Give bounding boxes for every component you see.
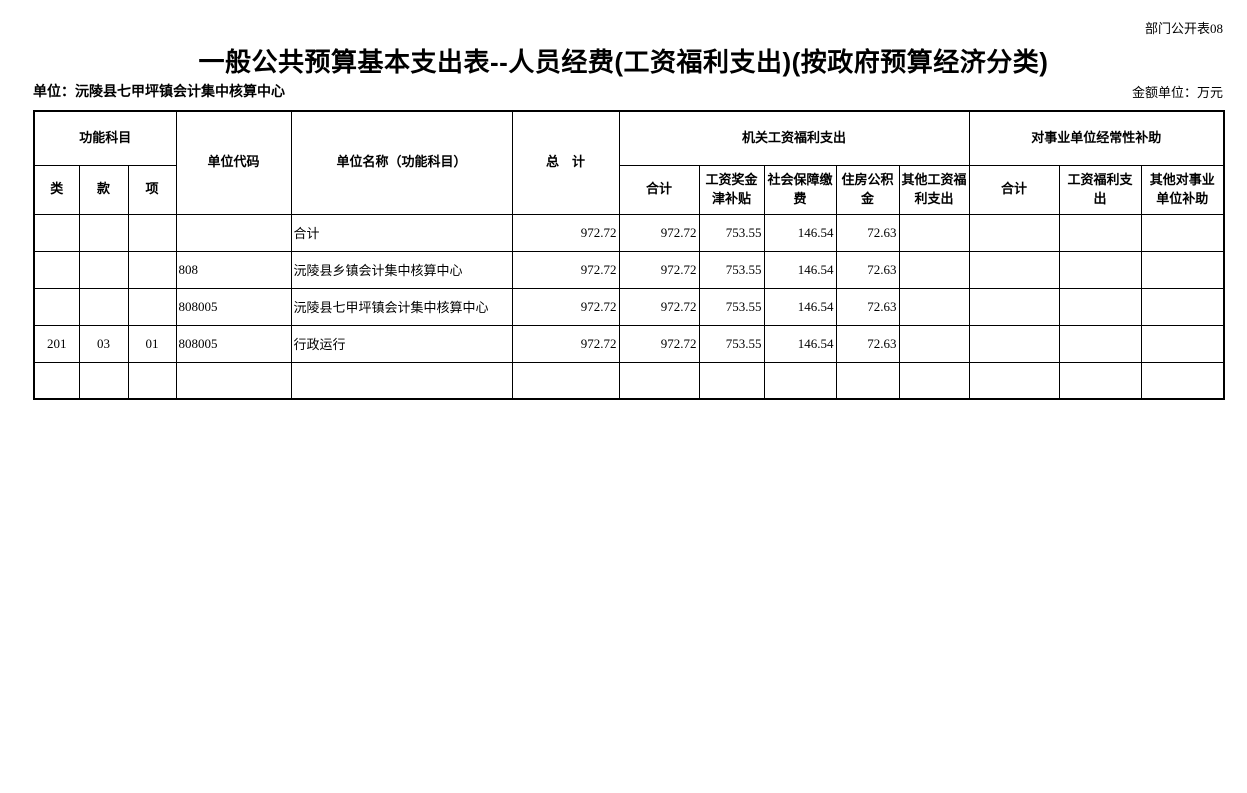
cell-item bbox=[127, 287, 177, 326]
cell-grand-total: 972.72 bbox=[511, 324, 620, 363]
table-row: 808005 沅陵县七甲坪镇会计集中核算中心 972.72 972.72 753… bbox=[33, 287, 1225, 326]
header-grand-total: 总 计 bbox=[511, 110, 620, 215]
cell-housing-fund: 72.63 bbox=[835, 213, 900, 252]
cell-other-wage bbox=[898, 324, 970, 363]
table-row bbox=[33, 361, 1225, 400]
cell-inst-wage bbox=[1058, 361, 1142, 400]
cell-inst-total bbox=[968, 213, 1060, 252]
cell-org-total bbox=[618, 361, 700, 400]
cell-org-total: 972.72 bbox=[618, 324, 700, 363]
table-row: 808 沅陵县乡镇会计集中核算中心 972.72 972.72 753.55 1… bbox=[33, 250, 1225, 289]
cell-section: 03 bbox=[78, 324, 129, 363]
cell-inst-other bbox=[1140, 287, 1225, 326]
cell-inst-other bbox=[1140, 250, 1225, 289]
cell-inst-wage bbox=[1058, 213, 1142, 252]
cell-grand-total: 972.72 bbox=[511, 213, 620, 252]
header-org-total: 合计 bbox=[618, 164, 700, 215]
header-org-wage-group: 机关工资福利支出 bbox=[618, 110, 970, 166]
header-inst-subsidy-group: 对事业单位经常性补助 bbox=[968, 110, 1225, 166]
cell-wage-bonus: 753.55 bbox=[698, 213, 765, 252]
cell-unit-code: 808005 bbox=[175, 324, 292, 363]
cell-social-security: 146.54 bbox=[763, 324, 837, 363]
header-unit-name: 单位名称（功能科目） bbox=[290, 110, 513, 215]
cell-inst-total bbox=[968, 324, 1060, 363]
cell-unit-code bbox=[175, 213, 292, 252]
cell-grand-total bbox=[511, 361, 620, 400]
cell-class: 201 bbox=[33, 324, 80, 363]
header-class: 类 bbox=[33, 164, 80, 215]
cell-section bbox=[78, 250, 129, 289]
table-row: 合计 972.72 972.72 753.55 146.54 72.63 bbox=[33, 213, 1225, 252]
cell-other-wage bbox=[898, 250, 970, 289]
cell-class bbox=[33, 361, 80, 400]
cell-unit-code bbox=[175, 361, 292, 400]
cell-social-security: 146.54 bbox=[763, 213, 837, 252]
cell-inst-other bbox=[1140, 361, 1225, 400]
cell-wage-bonus: 753.55 bbox=[698, 324, 765, 363]
cell-wage-bonus: 753.55 bbox=[698, 250, 765, 289]
cell-unit-name: 沅陵县七甲坪镇会计集中核算中心 bbox=[290, 287, 513, 326]
cell-housing-fund bbox=[835, 361, 900, 400]
cell-class bbox=[33, 213, 80, 252]
cell-other-wage bbox=[898, 213, 970, 252]
cell-inst-total bbox=[968, 250, 1060, 289]
page-title: 一般公共预算基本支出表--人员经费(工资福利支出)(按政府预算经济分类) bbox=[198, 47, 1049, 77]
cell-unit-name bbox=[290, 361, 513, 400]
header-inst-wage: 工资福利支出 bbox=[1058, 164, 1142, 215]
cell-social-security bbox=[763, 361, 837, 400]
header-other-wage: 其他工资福利支出 bbox=[898, 164, 970, 215]
cell-item: 01 bbox=[127, 324, 177, 363]
header-social-security: 社会保障缴费 bbox=[763, 164, 837, 215]
cell-unit-code: 808005 bbox=[175, 287, 292, 326]
header-wage-bonus: 工资奖金津补贴 bbox=[698, 164, 765, 215]
cell-wage-bonus: 753.55 bbox=[698, 287, 765, 326]
header-section: 款 bbox=[78, 164, 129, 215]
cell-item bbox=[127, 361, 177, 400]
cell-social-security: 146.54 bbox=[763, 250, 837, 289]
budget-table: 功能科目 单位代码 单位名称（功能科目） 总 计 机关工资福利支出 对事业单位经… bbox=[33, 110, 1226, 400]
cell-inst-wage bbox=[1058, 287, 1142, 326]
cell-grand-total: 972.72 bbox=[511, 287, 620, 326]
cell-inst-other bbox=[1140, 213, 1225, 252]
cell-unit-code: 808 bbox=[175, 250, 292, 289]
cell-class bbox=[33, 250, 80, 289]
cell-unit-name: 行政运行 bbox=[290, 324, 513, 363]
cell-item bbox=[127, 250, 177, 289]
header-inst-total: 合计 bbox=[968, 164, 1060, 215]
cell-org-total: 972.72 bbox=[618, 213, 700, 252]
header-housing-fund: 住房公积金 bbox=[835, 164, 900, 215]
table-row: 201 03 01 808005 行政运行 972.72 972.72 753.… bbox=[33, 324, 1225, 363]
cell-org-total: 972.72 bbox=[618, 287, 700, 326]
header-item: 项 bbox=[127, 164, 177, 215]
cell-section bbox=[78, 361, 129, 400]
header-func-subject: 功能科目 bbox=[33, 110, 177, 166]
cell-item bbox=[127, 213, 177, 252]
cell-housing-fund: 72.63 bbox=[835, 250, 900, 289]
cell-org-total: 972.72 bbox=[618, 250, 700, 289]
cell-unit-name: 沅陵县乡镇会计集中核算中心 bbox=[290, 250, 513, 289]
header-unit-code: 单位代码 bbox=[175, 110, 292, 215]
cell-class bbox=[33, 287, 80, 326]
cell-unit-name: 合计 bbox=[290, 213, 513, 252]
cell-wage-bonus bbox=[698, 361, 765, 400]
cell-housing-fund: 72.63 bbox=[835, 287, 900, 326]
cell-inst-total bbox=[968, 361, 1060, 400]
cell-inst-total bbox=[968, 287, 1060, 326]
cell-inst-wage bbox=[1058, 250, 1142, 289]
amount-unit-label: 金额单位：万元 bbox=[1131, 85, 1223, 100]
cell-section bbox=[78, 287, 129, 326]
cell-housing-fund: 72.63 bbox=[835, 324, 900, 363]
cell-inst-other bbox=[1140, 324, 1225, 363]
cell-social-security: 146.54 bbox=[763, 287, 837, 326]
header-inst-other: 其他对事业单位补助 bbox=[1140, 164, 1225, 215]
cell-grand-total: 972.72 bbox=[511, 250, 620, 289]
cell-inst-wage bbox=[1058, 324, 1142, 363]
cell-other-wage bbox=[898, 361, 970, 400]
cell-other-wage bbox=[898, 287, 970, 326]
corner-label: 部门公开表08 bbox=[1144, 21, 1223, 36]
unit-label: 单位：沅陵县七甲坪镇会计集中核算中心 bbox=[33, 85, 285, 100]
info-row: 单位：沅陵县七甲坪镇会计集中核算中心 金额单位：万元 bbox=[33, 81, 1223, 101]
cell-section bbox=[78, 213, 129, 252]
